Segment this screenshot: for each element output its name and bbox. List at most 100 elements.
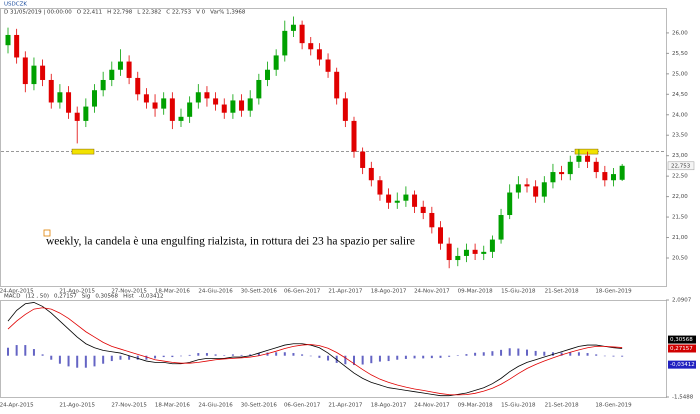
y-tick-label: 23,50 [672,133,688,139]
y-tick-label: 21,00 [672,235,688,241]
histogram-bar [162,355,165,358]
y-tick-label: 26,00 [672,30,688,36]
x-tick-label: 06-Gen-2017 [284,403,321,409]
candle-body [559,172,565,175]
y-tick-label: 22,50 [672,174,688,180]
histogram-bar [439,355,442,358]
histogram-bar [7,347,9,356]
candle-body [585,155,591,162]
candle-body [308,43,314,50]
candle-body [135,77,141,95]
histogram-bar [378,355,381,362]
candle-body [256,79,262,99]
macd-header: Hist [123,294,135,300]
candle-body [247,98,253,111]
candle-body [567,161,573,175]
histogram-bar [283,352,286,356]
histogram-bar [102,355,105,364]
histogram-bar [180,355,182,357]
last-price-tag [667,161,695,171]
candle-body [83,106,89,121]
histogram-bar [119,355,122,360]
candle-body [31,65,37,85]
histogram-bar [32,349,35,356]
candle-body [230,100,236,113]
histogram-bar [205,353,208,356]
candle-body [325,59,331,72]
histogram-bar [482,352,485,356]
y-tick-label: 25,00 [672,71,688,77]
histogram-bar [15,345,18,356]
histogram-bar [465,354,468,356]
histogram-bar [110,355,113,362]
candle-body [498,215,504,240]
candle-body [273,55,279,70]
candle-body [386,194,392,203]
histogram-bar [266,352,269,356]
y-tick-label: 24,50 [672,92,688,98]
histogram-bar [41,354,44,356]
y-tick-label: 20,50 [672,255,688,261]
candle-body [92,90,97,107]
histogram-bar [422,355,425,359]
histogram-bar [404,355,407,359]
histogram-bar [534,350,537,356]
candle-body [463,249,469,256]
x-tick-label: 21-Apr-2017 [328,289,363,295]
y-tick-label: 23,00 [672,153,688,159]
macd-line [7,302,623,397]
candle-body [334,71,340,99]
candle-body [342,98,348,121]
candle-body [593,161,599,173]
histogram-bar [577,352,580,356]
x-tick-label: 21-Set-2018 [545,289,579,295]
candle-body [22,57,28,85]
histogram-bar [214,354,217,356]
x-tick-label: 30-Sett-2016 [241,289,278,295]
value-tag-label: -0,03412 [670,362,695,368]
value-tag-label: 0,30568 [670,337,693,343]
candle-body [239,100,245,111]
histogram-bar [275,352,278,356]
histogram-bar [318,355,321,358]
candle-body [14,34,20,58]
histogram-bar [508,348,511,356]
x-tick-label: 30-Sett-2016 [241,403,278,409]
histogram-bar [526,349,528,356]
histogram-bar [58,355,61,364]
macd-header: 0,30568 [95,294,118,300]
histogram-bar [128,355,131,360]
macd-line [7,307,623,396]
histogram-bar [301,354,304,356]
x-tick-label: 27-Nov-2015 [111,289,147,295]
candle-body [178,116,184,121]
histogram-bar [257,353,260,356]
y-tick-label: 25,50 [672,51,688,57]
value-tag [668,344,696,353]
y-tick-label: 24,00 [672,112,688,118]
last-price-label: 22,753 [671,163,691,169]
histogram-bar [154,355,157,359]
candle-body [619,165,625,180]
candle-body [57,92,63,103]
candle-body [429,212,435,228]
histogram-bar [231,354,234,356]
histogram-bar [595,354,598,356]
candle-body [161,98,167,109]
histogram-bar [24,345,27,356]
x-tick-label: 18-Gen-2019 [595,289,632,295]
candle-body [187,102,193,117]
y-tick-label: 21,50 [672,215,688,221]
candle-body [126,61,132,78]
candle-body [143,94,149,103]
histogram-bar [136,355,139,360]
level-marker [574,148,599,155]
candle-body [316,49,322,60]
candle-body [66,92,72,113]
candle-body [524,184,530,187]
histogram-bar [188,354,191,356]
ohlc-header: V 0 [196,10,206,16]
macd-header: -0,03412 [139,294,164,300]
x-tick-label: 18-Ago-2017 [371,403,407,409]
